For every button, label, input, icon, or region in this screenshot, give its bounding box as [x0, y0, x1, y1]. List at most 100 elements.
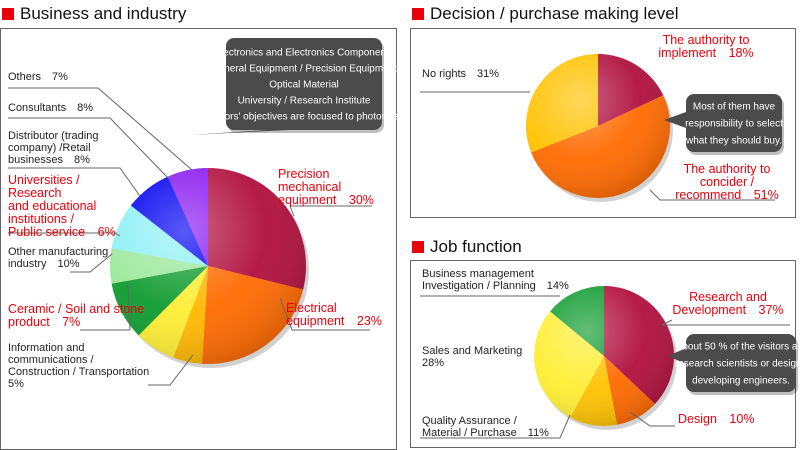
business-slice-label-3: Ceramic / Soil and stone product 7% — [8, 302, 144, 329]
business-slice-label-1-line-1: equipment 23% — [286, 314, 382, 328]
business-pie-chart: Precision mechanical equipment 30% Electric… — [8, 38, 402, 390]
job-callout-line-1: research scientists or design / — [675, 359, 800, 370]
job-pie-gloss — [534, 286, 674, 426]
decision-slice-label-0-line-0: The authority to — [663, 33, 750, 47]
business-slice-label-5-line-4: Public service 6% — [8, 225, 116, 239]
red-square-icon — [412, 8, 424, 20]
job-slice-label-1-line-0: Design 10% — [678, 412, 754, 426]
business-slice-label-2: Information and communications / Construct… — [8, 342, 149, 390]
job-slice-label-3: Sales and Marketing 28% — [422, 345, 522, 369]
business-leader-line-3 — [80, 283, 131, 331]
business-slice-label-6-line-1: company) /Retail — [8, 142, 91, 154]
job-slice-label-0-line-1: Development 37% — [672, 303, 783, 317]
business-slice-label-0-line-1: mechanical — [278, 180, 341, 194]
decision-slice-label-2-line-0: No rights 31% — [422, 68, 499, 80]
business-slice-label-6: Distributor (trading company) /Retail busi… — [8, 130, 98, 166]
business-callout-box — [226, 38, 382, 130]
job-title-text: Job function — [430, 237, 522, 256]
business-slice-label-4-line-1: industry 10% — [8, 258, 80, 270]
business-leader-line-4 — [70, 253, 113, 273]
business-slice-label-8-line-0: Others 7% — [8, 71, 68, 83]
business-slice-label-3-line-1: product 7% — [8, 315, 80, 329]
business-slice-label-2-line-2: Construction / Transportation — [8, 366, 149, 378]
decision-callout: Most of them have responsibility to selec… — [664, 94, 784, 155]
decision-slice-label-1-line-0: The authority to — [684, 162, 771, 176]
business-leader-line-5 — [8, 232, 121, 237]
decision-slice-label-1-line-1: concider / — [700, 175, 755, 189]
red-square-icon — [2, 8, 14, 20]
business-leader-line-8 — [8, 87, 193, 171]
job-slice-label-4: Business management Investigation / Plann… — [422, 268, 569, 292]
job-slice-label-3-line-0: Sales and Marketing — [422, 345, 522, 357]
decision-callout-box — [686, 94, 782, 152]
business-slice-label-5-line-0: Universities / — [8, 173, 80, 187]
decision-callout-tail — [664, 112, 686, 128]
business-slice-label-1: Electrical equipment 23% — [286, 301, 382, 328]
job-pie-chart: Research and Development 37% Design 10% Qua… — [420, 268, 800, 439]
business-slice-label-6-line-0: Distributor (trading — [8, 130, 98, 142]
business-callout-tail — [190, 130, 288, 135]
job-slice-label-2-line-1: Material / Purchase 11% — [422, 427, 549, 439]
job-section-title: Job function — [412, 237, 522, 257]
business-callout-line-2: Optical Material — [269, 80, 338, 91]
job-leader-line-1 — [629, 411, 675, 427]
decision-slice-label-2: No rights 31% — [422, 68, 499, 80]
business-slice-label-0-line-0: Precision — [278, 167, 329, 181]
business-leader-line-6 — [8, 167, 141, 197]
job-callout-tail — [668, 348, 686, 364]
decision-pie-gloss — [526, 54, 670, 198]
business-slice-label-2-line-3: 5% — [8, 378, 24, 390]
business-leader-line-1 — [279, 297, 370, 331]
business-callout-line-4: Visitors' objectives are focused to phot… — [206, 112, 402, 123]
job-slice-label-2-line-0: Quality Assurance / — [422, 415, 518, 427]
job-slice-label-4-line-1: Investigation / Planning 14% — [422, 280, 569, 292]
business-slice-label-0: Precision mechanical equipment 30% — [278, 167, 374, 207]
business-callout-line-3: University / Research Institute — [238, 96, 371, 107]
business-leader-line-2 — [148, 354, 194, 386]
decision-pie-chart: The authority to implement 18%The authori… — [420, 33, 784, 202]
business-slice-label-7-line-0: Consultants 8% — [8, 102, 93, 114]
business-section-title: Business and industry — [2, 4, 186, 24]
decision-slice-label-0: The authority to implement 18% — [658, 33, 753, 60]
business-slice-label-5: Universities / Research and educational ins… — [8, 173, 116, 239]
business-slice-label-5-line-2: and educational — [8, 199, 96, 213]
business-slice-label-8: Others 7% — [8, 71, 68, 83]
job-slice-label-4-line-0: Business management — [422, 268, 534, 280]
business-leader-line-7 — [8, 117, 169, 179]
decision-leader-line-1 — [649, 189, 775, 201]
decision-slice-label-1-line-2: recommend 51% — [675, 188, 779, 202]
business-slice-label-1-line-0: Electrical — [286, 301, 337, 315]
decision-callout-line-1: responsibility to select — [685, 119, 783, 130]
business-title-text: Business and industry — [20, 4, 187, 23]
decision-title-text: Decision / purchase making level — [430, 4, 679, 23]
job-callout-line-0: About 50 % of the visitors are — [676, 342, 800, 353]
business-slice-label-2-line-0: Information and — [8, 342, 84, 354]
decision-slice-label-1: The authority to concider / recommend 51% — [675, 162, 779, 202]
business-slice-label-5-line-3: institutions / — [8, 212, 75, 226]
business-slice-label-4: Other manufacturing industry 10% — [8, 246, 108, 270]
business-slice-label-0-line-2: equipment 30% — [278, 193, 374, 207]
job-slice-label-0-line-0: Research and — [689, 290, 767, 304]
business-callout: Electronics and Electronics Components Ge… — [190, 38, 402, 135]
business-pie-gloss — [110, 168, 306, 364]
business-slice-label-6-line-2: businesses 8% — [8, 154, 90, 166]
business-slice-label-3-line-0: Ceramic / Soil and stone — [8, 302, 144, 316]
decision-section-title: Decision / purchase making level — [412, 4, 679, 24]
decision-callout-line-2: what they should buy. — [685, 136, 782, 147]
decision-slice-label-0-line-1: implement 18% — [658, 46, 753, 60]
job-leader-line-2 — [420, 414, 571, 439]
business-slice-label-2-line-1: communications / — [8, 354, 95, 366]
decision-callout-line-0: Most of them have — [693, 102, 776, 113]
job-leader-line-0 — [661, 319, 790, 326]
job-callout-line-2: developing engineers. — [692, 376, 790, 387]
job-callout-box — [686, 334, 796, 392]
business-callout-line-0: Electronics and Electronics Components — [214, 48, 394, 59]
job-slice-label-2: Quality Assurance / Material / Purchase 1… — [422, 415, 549, 439]
business-slice-label-7: Consultants 8% — [8, 102, 93, 114]
job-slice-label-1: Design 10% — [678, 412, 754, 426]
business-slice-label-5-line-1: Research — [8, 186, 62, 200]
job-slice-label-3-line-1: 28% — [422, 357, 444, 369]
red-square-icon — [412, 241, 424, 253]
job-callout: About 50 % of the visitors are research s… — [668, 334, 800, 395]
